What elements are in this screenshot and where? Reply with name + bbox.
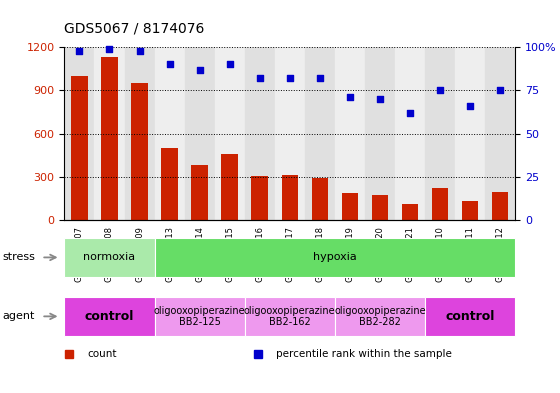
Point [315, 75, 324, 81]
Text: hypoxia: hypoxia [313, 252, 357, 263]
Bar [462, 200, 478, 220]
Point [496, 87, 505, 94]
Text: oligooxopiperazine
BB2-282: oligooxopiperazine BB2-282 [334, 306, 426, 327]
Text: stress: stress [3, 252, 36, 263]
Bar [95, 47, 124, 220]
Text: GDS5067 / 8174076: GDS5067 / 8174076 [64, 21, 205, 35]
Point [405, 110, 414, 116]
Point [105, 46, 114, 52]
Bar [425, 47, 455, 220]
Bar [161, 148, 178, 220]
Bar [425, 297, 515, 336]
Bar [455, 47, 485, 220]
Bar [372, 195, 388, 220]
Point [375, 96, 384, 102]
Bar [64, 238, 155, 277]
Bar [251, 176, 268, 220]
Bar [101, 57, 118, 220]
Bar [365, 47, 395, 220]
Bar [155, 238, 515, 277]
Point [225, 61, 234, 68]
Bar [155, 297, 245, 336]
Text: percentile rank within the sample: percentile rank within the sample [276, 349, 452, 359]
Bar [245, 47, 275, 220]
Bar [342, 193, 358, 220]
Text: count: count [87, 349, 116, 359]
Bar [275, 47, 305, 220]
Bar [124, 47, 155, 220]
Bar [311, 178, 328, 220]
Text: control: control [85, 310, 134, 323]
Text: oligooxopiperazine
BB2-162: oligooxopiperazine BB2-162 [244, 306, 335, 327]
Point [165, 61, 174, 68]
Bar [492, 192, 508, 220]
Bar [64, 297, 155, 336]
Point [436, 87, 445, 94]
Text: control: control [445, 310, 495, 323]
Bar [185, 47, 214, 220]
Text: agent: agent [3, 311, 35, 321]
Bar [245, 297, 335, 336]
Point [346, 94, 354, 101]
Bar [131, 83, 148, 220]
Bar [402, 204, 418, 220]
Point [286, 75, 295, 81]
Bar [155, 47, 185, 220]
Bar [192, 165, 208, 220]
Bar [64, 47, 95, 220]
Bar [282, 174, 298, 220]
Text: oligooxopiperazine
BB2-125: oligooxopiperazine BB2-125 [154, 306, 245, 327]
Point [255, 75, 264, 81]
Bar [485, 47, 515, 220]
Bar [335, 47, 365, 220]
Bar [335, 297, 425, 336]
Bar [221, 154, 238, 220]
Bar [214, 47, 245, 220]
Bar [305, 47, 335, 220]
Point [466, 103, 475, 109]
Bar [71, 76, 88, 220]
Bar [432, 188, 449, 220]
Point [195, 66, 204, 73]
Text: normoxia: normoxia [83, 252, 136, 263]
Point [135, 48, 144, 54]
Point [75, 48, 84, 54]
Bar [395, 47, 425, 220]
